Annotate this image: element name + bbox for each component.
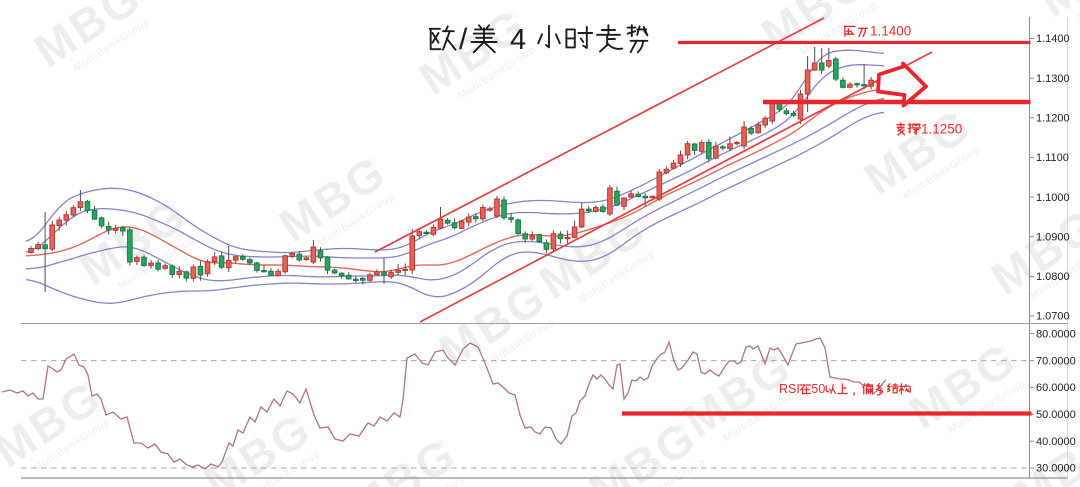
svg-text:30.0000: 30.0000 bbox=[1036, 463, 1076, 475]
svg-text:4: 4 bbox=[510, 24, 526, 56]
svg-text:/: / bbox=[459, 23, 468, 56]
svg-text:1.0700: 1.0700 bbox=[1036, 311, 1070, 323]
svg-text:1.1250: 1.1250 bbox=[921, 122, 962, 137]
svg-text:40.0000: 40.0000 bbox=[1036, 436, 1076, 448]
svg-text:80.0000: 80.0000 bbox=[1036, 328, 1076, 340]
svg-text:1.0800: 1.0800 bbox=[1036, 271, 1070, 283]
svg-text:1.1400: 1.1400 bbox=[870, 24, 911, 39]
svg-text:1.1000: 1.1000 bbox=[1036, 192, 1070, 204]
svg-text:1.0900: 1.0900 bbox=[1036, 231, 1070, 243]
svg-text:1.1300: 1.1300 bbox=[1036, 73, 1070, 85]
svg-text:60.0000: 60.0000 bbox=[1036, 382, 1076, 394]
svg-text:1.1400: 1.1400 bbox=[1036, 33, 1070, 45]
svg-text:50.0000: 50.0000 bbox=[1036, 409, 1076, 421]
svg-text:℗: ℗ bbox=[1077, 208, 1080, 222]
svg-text:MultiBankGroup: MultiBankGroup bbox=[1076, 0, 1080, 24]
svg-text:1.1100: 1.1100 bbox=[1036, 152, 1069, 164]
svg-text:RSI: RSI bbox=[779, 382, 800, 396]
svg-text:50: 50 bbox=[811, 382, 825, 396]
svg-text:70.0000: 70.0000 bbox=[1036, 355, 1076, 367]
svg-text:1.1200: 1.1200 bbox=[1036, 113, 1070, 125]
